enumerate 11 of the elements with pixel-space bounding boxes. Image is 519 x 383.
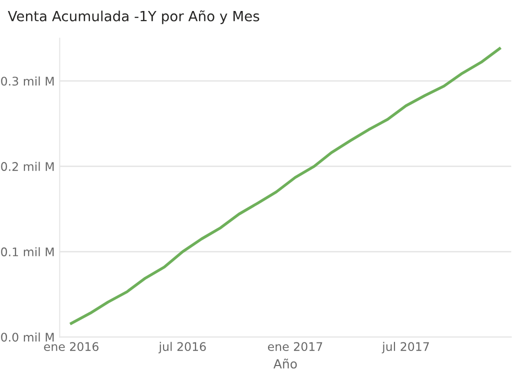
x-tick-label: ene 2016 [44,342,98,352]
y-tick-label: 0.3 mil M [1,76,54,86]
chart-title: Venta Acumulada -1Y por Año y Mes [8,10,260,24]
y-tick-label: 0.2 mil M [1,162,54,171]
x-axis-title: Año [273,358,297,369]
x-tick-label: jul 2017 [382,342,429,354]
y-tick-label: 0.0 mil M [1,332,54,342]
line-series [70,47,501,325]
y-tick-label: 0.1 mil M [1,247,54,256]
x-tick-label: jul 2016 [158,342,206,354]
x-tick-label: ene 2017 [268,342,322,352]
